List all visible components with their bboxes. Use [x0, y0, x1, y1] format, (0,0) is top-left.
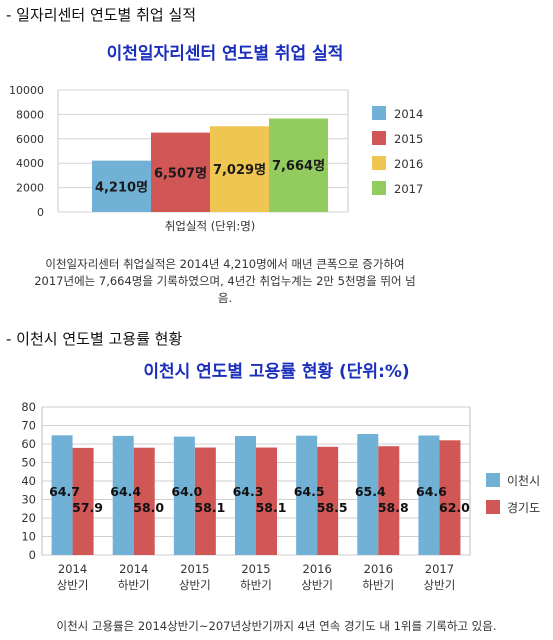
- chart2-bar-경기도: [439, 440, 461, 555]
- chart2-y-tick-label: 60: [21, 437, 36, 451]
- chart1-legend-label: 2016: [394, 157, 423, 171]
- chart2-data-label: 62.0: [439, 500, 470, 515]
- chart1-legend-label: 2014: [394, 107, 423, 121]
- chart2-legend-label: 이천시: [507, 473, 540, 488]
- chart2-x-tick-label: 2015: [180, 562, 209, 576]
- chart2-data-label: 64.0: [171, 484, 202, 499]
- chart2-x-tick-label: 상반기: [179, 578, 211, 592]
- chart2-x-tick-label: 상반기: [424, 578, 456, 592]
- chart2-bar-경기도: [72, 447, 94, 555]
- chart2-data-label: 64.4: [110, 484, 141, 499]
- chart2-data-label: 58.1: [256, 500, 287, 515]
- chart1-y-tick-label: 8000: [16, 108, 44, 121]
- chart2-bar-이천시: [418, 435, 440, 555]
- chart1-y-tick-label: 2000: [16, 182, 44, 195]
- chart1-bar-2016: [210, 126, 269, 212]
- chart2-x-tick-label: 2016: [364, 562, 393, 576]
- chart1-data-label: 7,664명: [272, 158, 325, 174]
- chart2-bar-경기도: [317, 446, 339, 555]
- chart2-y-tick-label: 0: [29, 548, 36, 562]
- chart2-bar-이천시: [112, 435, 134, 555]
- chart2-bar-경기도: [378, 446, 400, 555]
- chart1-title: 이천일자리센터 연도별 취업 실적: [106, 44, 344, 64]
- chart2-y-tick-label: 50: [21, 456, 36, 470]
- chart2-title: 이천시 연도별 고용률 현황 (단위:%): [143, 362, 410, 382]
- chart2-data-label: 64.5: [294, 484, 325, 499]
- chart2-x-tick-label: 2014: [58, 562, 87, 576]
- chart2-y-tick-label: 80: [21, 400, 36, 414]
- chart1-legend-swatch-2017: [372, 181, 386, 195]
- chart2-data-label: 58.8: [378, 500, 409, 515]
- chart2-x-tick-label: 하반기: [118, 578, 150, 592]
- chart2-bar-이천시: [173, 436, 195, 555]
- chart2-bar-이천시: [296, 435, 318, 555]
- section2-heading: - 이천시 연도별 고용률 현황: [6, 330, 183, 348]
- chart2-y-tick-label: 70: [21, 419, 36, 433]
- chart1-data-label: 4,210명: [95, 179, 148, 195]
- section2-caption: 이천시 고용률은 2014상반기~207년상반기까지 4년 연속 경기도 내 1…: [56, 619, 497, 633]
- chart2-bar-이천시: [235, 436, 256, 555]
- chart1-y-tick-label: 10000: [9, 84, 44, 97]
- chart1-bar-2014: [92, 160, 151, 212]
- chart1-y-tick-label: 0: [37, 206, 44, 219]
- chart2-data-label: 57.9: [72, 500, 103, 515]
- chart2-bar-경기도: [133, 447, 155, 555]
- chart2-x-tick-label: 상반기: [57, 578, 89, 592]
- chart2-bar-이천시: [51, 435, 73, 555]
- chart2-data-label: 64.7: [49, 484, 80, 499]
- chart2-legend-swatch-이천시: [486, 473, 500, 487]
- chart2-x-tick-label: 2017: [425, 562, 454, 576]
- section1-heading: - 일자리센터 연도별 취업 실적: [6, 6, 197, 24]
- chart2-x-tick-label: 2016: [303, 562, 332, 576]
- chart1-y-tick-label: 6000: [16, 133, 44, 146]
- chart2-x-tick-label: 2014: [119, 562, 148, 576]
- chart2-data-label: 64.6: [416, 484, 447, 499]
- chart2-y-tick-label: 10: [21, 530, 36, 544]
- chart2-y-tick-label: 30: [21, 493, 36, 507]
- chart1-legend-swatch-2014: [372, 106, 386, 120]
- chart1-legend-label: 2015: [394, 132, 423, 146]
- chart2-y-tick-label: 20: [21, 511, 36, 525]
- chart2-y-tick-label: 40: [21, 474, 36, 488]
- chart1-data-label: 7,029명: [213, 162, 266, 178]
- chart1-legend-label: 2017: [394, 182, 423, 196]
- chart2-legend-swatch-경기도: [486, 500, 500, 514]
- chart1-legend-swatch-2015: [372, 131, 386, 145]
- chart2-data-label: 58.1: [194, 500, 225, 515]
- chart1-bar-2017: [269, 118, 328, 212]
- chart2-x-tick-label: 상반기: [301, 578, 333, 592]
- chart2-legend-label: 경기도: [507, 501, 540, 515]
- chart2-bar-경기도: [256, 447, 277, 555]
- section1-caption: 이천일자리센터 취업실적은 2014년 4,210명에서 매년 큰폭으로 증가하…: [34, 257, 416, 305]
- chart2-data-label: 58.0: [133, 500, 164, 515]
- chart2-x-tick-label: 하반기: [362, 578, 394, 592]
- chart2-bar-경기도: [194, 447, 216, 555]
- chart2-x-tick-label: 하반기: [240, 578, 272, 592]
- chart1-legend-swatch-2016: [372, 156, 386, 170]
- chart2-bar-이천시: [357, 434, 379, 555]
- chart1-y-tick-label: 4000: [16, 157, 44, 170]
- chart1-x-label: 취업실적 (단위:명): [165, 219, 256, 233]
- chart1-data-label: 6,507명: [154, 165, 207, 181]
- chart2-data-label: 65.4: [355, 484, 386, 499]
- chart2-data-label: 58.5: [317, 500, 348, 515]
- chart1-bar-2015: [151, 132, 210, 212]
- chart2-x-tick-label: 2015: [241, 562, 270, 576]
- chart2-data-label: 64.3: [233, 484, 264, 499]
- chart1: 0 2000 4000 6000 8000 10000 4,210명 6,507명 7,029명…: [9, 84, 423, 233]
- chart2: 0 10 20 30 40 50 60 70 80 64.757.9 2014 상반기 64.458.0…: [21, 400, 540, 592]
